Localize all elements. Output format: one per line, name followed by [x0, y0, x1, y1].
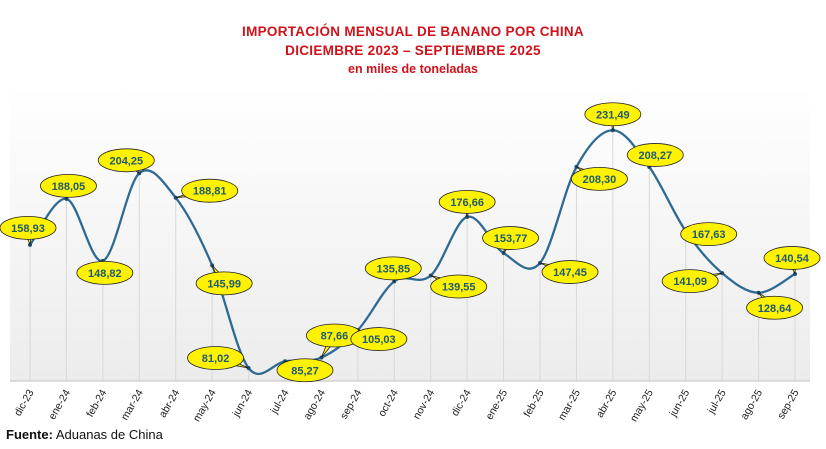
data-label: 147,45 [553, 267, 587, 279]
data-label-callout: 188,05 [40, 173, 97, 201]
data-label-callout: 148,82 [76, 259, 134, 285]
data-label: 208,27 [638, 150, 672, 162]
x-tick-label: feb-24 [84, 387, 109, 419]
data-label-callout: 141,09 [661, 269, 723, 293]
chart-subtitle: DICIEMBRE 2023 – SEPTIEMBRE 2025 [285, 43, 541, 58]
x-tick-label: nov-24 [411, 387, 438, 421]
x-tick-label: jun-24 [230, 387, 256, 419]
data-label: 81,02 [202, 353, 230, 365]
x-tick-label: may-24 [191, 387, 219, 423]
data-label-callout: 158,93 [0, 216, 57, 246]
x-tick-label: feb-25 [521, 387, 546, 419]
unit-note: en miles de toneladas [348, 62, 478, 76]
data-label-callout: 140,54 [763, 246, 821, 275]
data-label-callout: 147,45 [539, 260, 599, 284]
data-label: 188,05 [52, 181, 86, 193]
data-label-callout: 167,63 [680, 222, 738, 247]
x-tick-label: sep-25 [775, 387, 802, 421]
data-label: 87,66 [321, 331, 349, 343]
x-tick-label: may-25 [628, 387, 656, 423]
data-label-callout: 176,66 [438, 189, 496, 219]
data-label: 105,03 [362, 334, 396, 346]
source-note: Fuente: Aduanas de China [6, 427, 163, 442]
data-label-callout: 128,64 [746, 292, 803, 320]
x-tick-label: dic-23 [12, 387, 37, 418]
data-label-callout: 85,27 [276, 358, 334, 383]
data-label: 167,63 [692, 229, 726, 241]
data-label-callout: 231,49 [584, 102, 642, 131]
x-tick-label: jul-25 [705, 387, 729, 416]
data-label: 85,27 [291, 365, 319, 377]
data-label-callout: 208,27 [626, 143, 684, 169]
data-label-callout: 153,77 [482, 226, 539, 254]
data-label: 135,85 [376, 263, 410, 275]
data-label: 204,25 [109, 155, 143, 167]
x-tick-label: jun-25 [667, 387, 693, 419]
data-label: 148,82 [88, 268, 122, 280]
data-label: 140,54 [775, 253, 810, 265]
x-tick-label: ene-25 [483, 387, 510, 421]
x-tick-label: abr-24 [157, 387, 183, 419]
data-label-callout: 145,99 [195, 265, 253, 296]
x-tick-label: ago-24 [301, 387, 328, 421]
data-label-callout: 105,03 [350, 327, 408, 351]
source-text: Aduanas de China [52, 427, 163, 442]
data-label: 176,66 [450, 197, 484, 209]
data-label: 145,99 [207, 278, 241, 290]
x-tick-label: oct-24 [376, 387, 401, 418]
x-tick-label: mar-25 [556, 387, 583, 422]
x-tick-label: abr-25 [594, 387, 620, 419]
plot-area [10, 85, 810, 381]
data-label: 139,55 [442, 282, 476, 294]
x-tick-label: ene-24 [46, 387, 73, 421]
data-label: 158,93 [11, 223, 45, 235]
chart-titles: IMPORTACIÓN MENSUAL DE BANANO POR CHINA … [0, 22, 826, 78]
chart-title: IMPORTACIÓN MENSUAL DE BANANO POR CHINA [242, 24, 584, 39]
x-tick-label: sep-24 [338, 387, 365, 421]
source-label: Fuente: [6, 427, 53, 442]
x-tick-label: jul-24 [268, 387, 292, 416]
data-label: 188,81 [193, 186, 227, 198]
data-label-callout: 208,30 [571, 166, 628, 191]
data-label: 128,64 [758, 303, 793, 315]
data-label-callout: 87,66 [306, 323, 363, 358]
data-label-callout: 139,55 [430, 274, 488, 299]
data-label-callout: 204,25 [97, 148, 155, 174]
data-label: 141,09 [673, 276, 707, 288]
x-tick-label: mar-24 [119, 387, 146, 422]
x-tick-label: ago-25 [738, 387, 765, 421]
x-tick-label: dic-24 [449, 387, 474, 418]
data-label-callout: 188,81 [175, 178, 239, 203]
data-label: 208,30 [583, 174, 617, 186]
data-label: 231,49 [596, 109, 630, 121]
data-label-callout: 81,02 [187, 346, 249, 370]
data-label-callout: 135,85 [364, 256, 422, 283]
data-label: 153,77 [494, 233, 528, 245]
